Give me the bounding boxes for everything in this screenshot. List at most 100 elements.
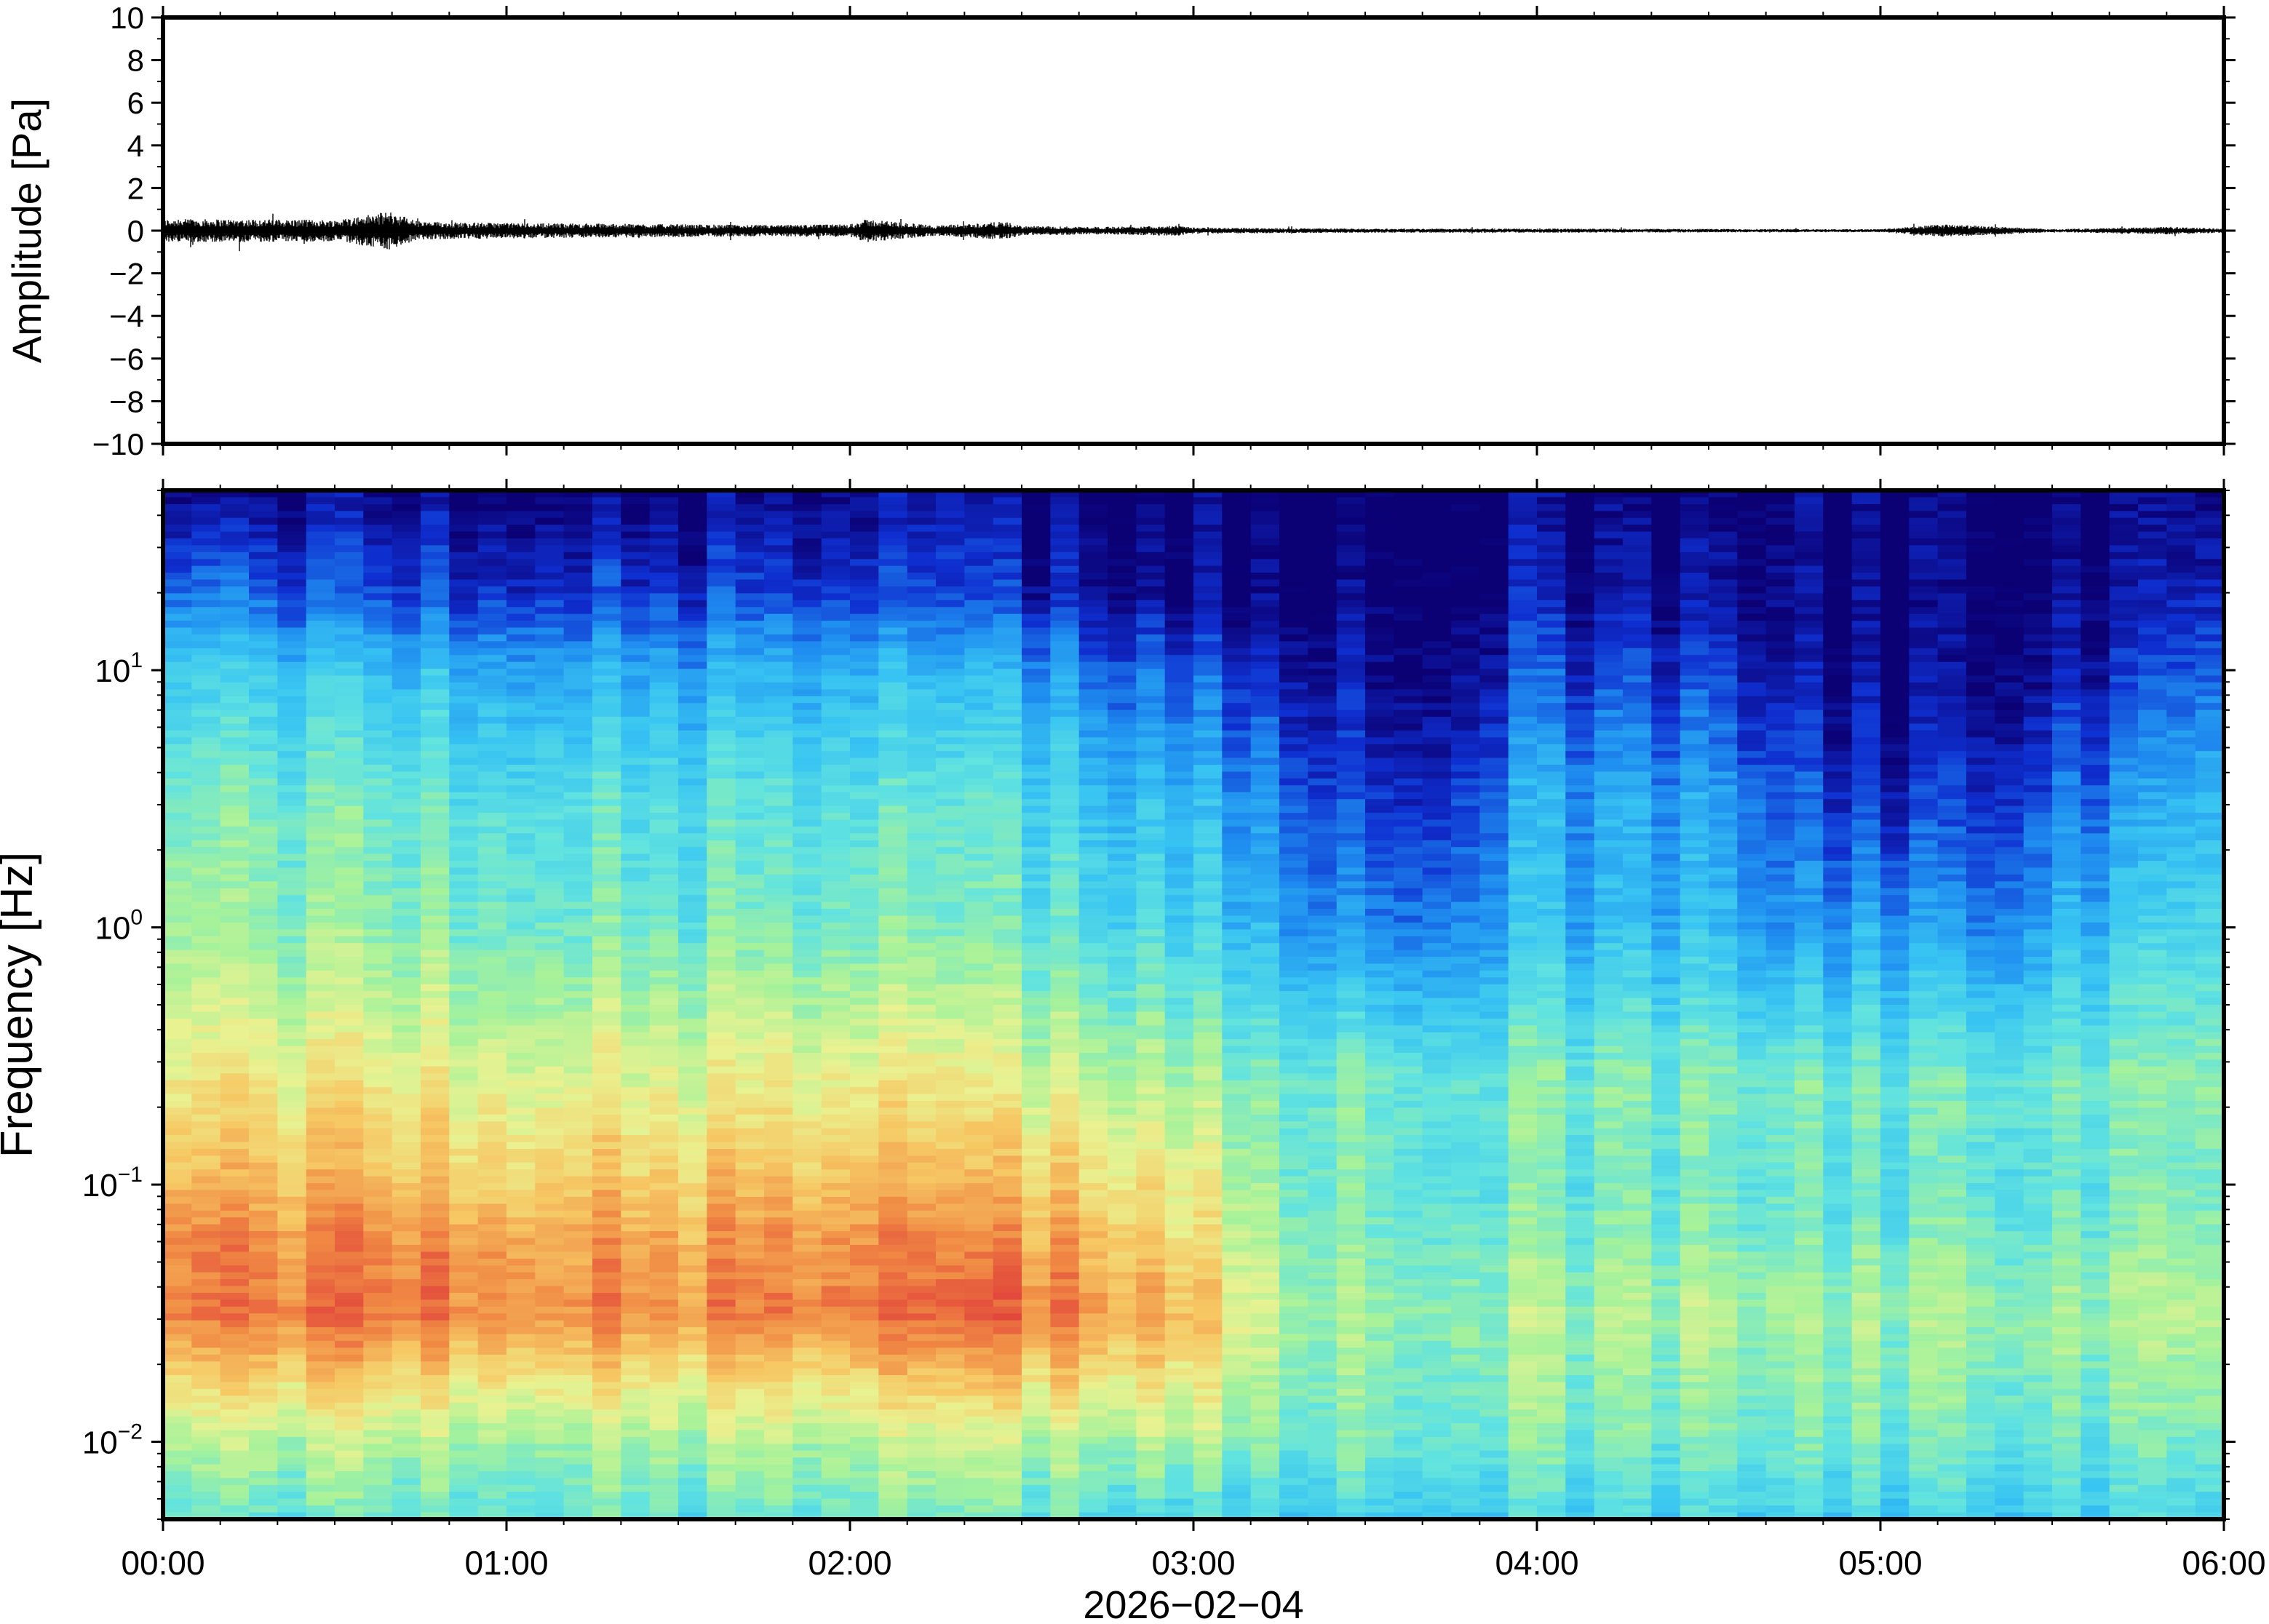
- spectrogram-cell: [878, 1306, 908, 1314]
- spectrogram-cell: [735, 1142, 765, 1150]
- spectrogram-cell: [277, 1409, 307, 1417]
- spectrogram-cell: [477, 661, 507, 669]
- spectrogram-cell: [821, 1107, 851, 1115]
- spectrogram-cell: [1050, 573, 1080, 581]
- spectrogram-cell: [306, 1272, 335, 1280]
- spectrogram-cell: [449, 1011, 479, 1019]
- spectrogram-cell: [563, 1018, 593, 1026]
- spectrogram-cell: [277, 682, 307, 690]
- spectrogram-cell: [1078, 607, 1108, 615]
- spectrogram-cell: [821, 970, 851, 978]
- spectrogram-cell: [1078, 490, 1108, 498]
- spectrogram-cell: [735, 963, 765, 971]
- spectrogram-cell: [592, 977, 621, 985]
- spectrogram-cell: [678, 826, 707, 834]
- spectrogram-cell: [764, 1423, 793, 1430]
- spectrogram-cell: [220, 751, 250, 759]
- spectrogram-cell: [220, 723, 250, 731]
- spectrogram-cell: [220, 1478, 250, 1486]
- spectrogram-cell: [792, 703, 822, 711]
- spectrogram-cell: [735, 1402, 765, 1410]
- spectrogram-cell: [1022, 847, 1051, 855]
- spectrogram-cell: [506, 1457, 536, 1465]
- spectrogram-cell: [964, 689, 994, 697]
- spectrogram-cell: [191, 634, 221, 642]
- spectrogram-cell: [506, 1354, 536, 1362]
- spectrogram-cell: [1050, 1436, 1080, 1444]
- spectrogram-cell: [306, 977, 335, 985]
- spectrogram-cell: [993, 1292, 1022, 1300]
- spectrogram-cell: [392, 1011, 421, 1019]
- spectrogram-cell: [907, 888, 937, 896]
- spectrogram-cell: [363, 1505, 393, 1513]
- spectrogram-cell: [792, 1279, 822, 1287]
- spectrogram-cell: [878, 1238, 908, 1246]
- spectrogram-cell: [392, 607, 421, 615]
- spectrogram-cell: [363, 1238, 393, 1246]
- spectrogram-cell: [249, 840, 278, 848]
- spectrogram-cell: [678, 586, 707, 594]
- spectrogram-cell: [535, 1361, 565, 1369]
- spectrogram-cell: [277, 593, 307, 601]
- spectrogram-cell: [249, 1430, 278, 1438]
- spectrogram-cell: [191, 1471, 221, 1478]
- spectrogram-cell: [477, 1299, 507, 1307]
- spectrogram-cell: [678, 621, 707, 629]
- spectrogram-cell: [993, 950, 1022, 958]
- spectrogram-cell: [306, 1361, 335, 1369]
- spectrogram-cell: [1022, 655, 1051, 663]
- spectrogram-cell: [477, 1053, 507, 1060]
- spectrogram-cell: [964, 744, 994, 752]
- spectrogram-cell: [277, 1101, 307, 1108]
- spectrogram-cell: [592, 655, 621, 663]
- spectrogram-cell: [563, 565, 593, 573]
- spectrogram-cell: [993, 1382, 1022, 1390]
- spectrogram-cell: [335, 1135, 364, 1143]
- spectrogram-cell: [392, 1505, 421, 1513]
- spectrogram-cell: [277, 805, 307, 813]
- spectrogram-cell: [821, 1217, 851, 1225]
- spectrogram-cell: [277, 943, 307, 951]
- spectrogram-cell: [850, 1210, 879, 1218]
- spectrogram-cell: [821, 1196, 851, 1204]
- spectrogram-cell: [449, 1059, 479, 1067]
- spectrogram-cell: [878, 709, 908, 717]
- spectrogram-cell: [421, 874, 450, 882]
- spectrogram-cell: [936, 1340, 965, 1348]
- spectrogram-cell: [707, 621, 736, 629]
- spectrogram-cell: [191, 757, 221, 765]
- spectrogram-cell: [477, 717, 507, 725]
- spectrogram-cell: [936, 648, 965, 656]
- spectrogram-cell: [449, 1244, 479, 1252]
- spectrogram-cell: [707, 641, 736, 649]
- spectrogram-cell: [878, 1135, 908, 1143]
- spectrogram-cell: [850, 717, 879, 725]
- spectrogram-cell: [1050, 765, 1080, 773]
- spectrogram-cell: [421, 497, 450, 505]
- spectrogram-cell: [1078, 661, 1108, 669]
- spectrogram-cell: [449, 1348, 479, 1356]
- spectrogram-cell: [335, 1313, 364, 1321]
- spectrogram-cell: [392, 881, 421, 889]
- spectrogram-cell: [621, 1128, 651, 1136]
- spectrogram-cell: [421, 1203, 450, 1211]
- spectrogram-cell: [535, 627, 565, 635]
- spectrogram-cell: [392, 1313, 421, 1321]
- spectrogram-cell: [249, 490, 278, 498]
- spectrogram-cell: [936, 1162, 965, 1170]
- spectrogram-cell: [163, 1382, 192, 1390]
- spectrogram-cell: [421, 805, 450, 813]
- spectrogram-cell: [477, 545, 507, 553]
- spectrogram-cell: [1022, 943, 1051, 951]
- spectrogram-cell: [964, 888, 994, 896]
- spectrogram-cell: [964, 573, 994, 581]
- spectrogram-cell: [764, 861, 793, 868]
- spectrogram-cell: [936, 1457, 965, 1465]
- spectrogram-cell: [792, 1430, 822, 1438]
- spectrogram-cell: [506, 799, 536, 807]
- spectrogram-cell: [707, 1025, 736, 1033]
- spectrogram-cell: [506, 723, 536, 731]
- spectrogram-cell: [735, 1046, 765, 1054]
- spectrogram-cell: [764, 1032, 793, 1040]
- spectrogram-cell: [249, 1046, 278, 1054]
